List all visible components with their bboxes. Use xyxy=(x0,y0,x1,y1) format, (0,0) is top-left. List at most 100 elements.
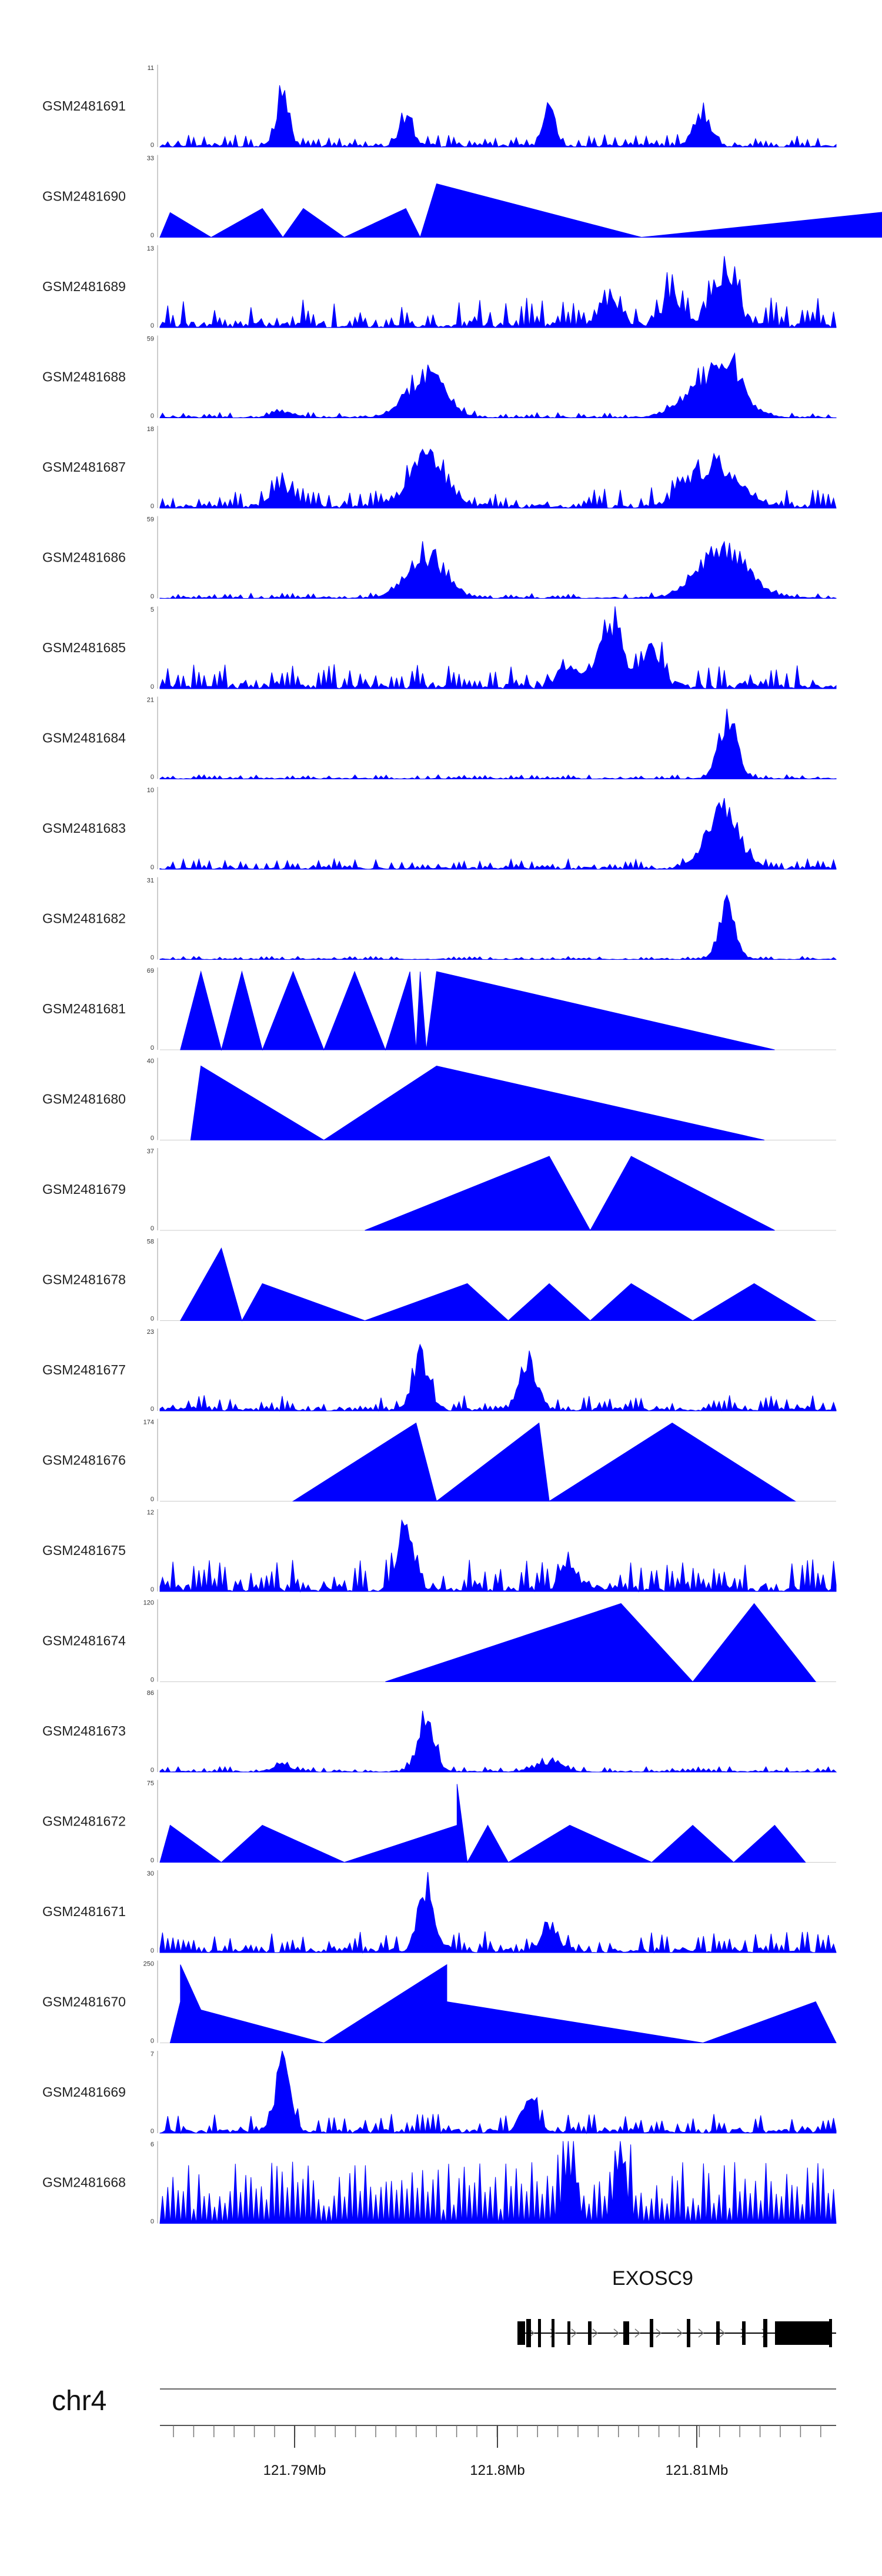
y-max-label: 5 xyxy=(151,606,154,613)
coverage-area xyxy=(159,256,837,329)
track: GSM2481674 120 0 xyxy=(42,1599,836,1684)
y-max-label: 30 xyxy=(147,1870,154,1877)
y-max-label: 75 xyxy=(147,1780,154,1787)
y-min-label: 0 xyxy=(151,232,154,239)
track-label: GSM2481683 xyxy=(42,820,126,836)
y-max-label: 6 xyxy=(151,2141,154,2148)
track-label: GSM2481674 xyxy=(42,1633,126,1649)
track: GSM2481680 40 0 xyxy=(42,1057,836,1142)
y-max-label: 59 xyxy=(147,336,154,343)
track-label: GSM2481676 xyxy=(42,1453,126,1468)
y-min-label: 0 xyxy=(151,1767,154,1774)
track-label: GSM2481691 xyxy=(42,98,126,114)
coverage-area xyxy=(159,1343,837,1412)
strand-arrow xyxy=(592,2328,599,2338)
y-min-label: 0 xyxy=(151,1857,154,1864)
track: GSM2481675 12 0 xyxy=(42,1509,837,1593)
track: GSM2481686 59 0 xyxy=(42,516,837,600)
track: GSM2481671 30 0 xyxy=(42,1870,837,1954)
strand-arrow xyxy=(656,2328,662,2338)
y-min-label: 0 xyxy=(151,413,154,420)
gene-exons xyxy=(517,2319,832,2347)
track-label: GSM2481672 xyxy=(42,1814,126,1829)
track-label: GSM2481689 xyxy=(42,279,126,294)
exon xyxy=(517,2321,525,2345)
y-min-label: 0 xyxy=(151,1316,154,1323)
track: GSM2481689 13 0 xyxy=(42,245,837,329)
genome-axis: chr4 121.79Mb 121.8Mb 121.81Mb xyxy=(52,2385,836,2478)
coverage-area xyxy=(159,606,837,690)
axis-tick-label: 121.8Mb xyxy=(470,2462,524,2478)
exon xyxy=(538,2319,541,2347)
y-max-label: 18 xyxy=(147,426,154,433)
y-min-label: 0 xyxy=(151,955,154,962)
track-label: GSM2481671 xyxy=(42,1904,126,1919)
coverage-area xyxy=(159,1784,806,1864)
coverage-area xyxy=(365,1156,775,1232)
gene-label: EXOSC9 xyxy=(612,2267,693,2290)
exon xyxy=(716,2321,720,2345)
y-min-label: 0 xyxy=(151,683,154,690)
y-max-label: 13 xyxy=(147,245,154,252)
strand-arrow xyxy=(677,2328,683,2338)
strand-arrow xyxy=(613,2328,620,2338)
y-min-label: 0 xyxy=(151,864,154,871)
strand-arrow xyxy=(719,2328,726,2338)
track-label: GSM2481679 xyxy=(42,1182,126,1197)
y-min-label: 0 xyxy=(151,2038,154,2045)
track-label: GSM2481680 xyxy=(42,1092,126,1107)
coverage-area xyxy=(159,448,837,509)
exon xyxy=(552,2319,554,2347)
track-label: GSM2481677 xyxy=(42,1362,126,1377)
exon xyxy=(588,2321,592,2345)
chromosome-label: chr4 xyxy=(52,2385,106,2417)
track: GSM2481685 5 0 xyxy=(42,606,837,690)
coverage-area xyxy=(159,708,837,780)
coverage-area xyxy=(159,798,837,870)
exon xyxy=(742,2321,746,2345)
track: GSM2481681 69 0 xyxy=(42,967,836,1052)
y-min-label: 0 xyxy=(151,1586,154,1593)
track: GSM2481679 37 0 xyxy=(42,1148,836,1232)
track: GSM2481673 86 0 xyxy=(42,1690,837,1774)
track-label: GSM2481668 xyxy=(42,2175,126,2190)
track: GSM2481670 250 0 xyxy=(42,1960,837,2045)
track-label: GSM2481673 xyxy=(42,1723,126,1739)
track: GSM2481669 7 0 xyxy=(42,2050,837,2135)
y-min-label: 0 xyxy=(151,1677,154,1684)
track: GSM2481677 23 0 xyxy=(42,1329,837,1413)
y-max-label: 69 xyxy=(147,967,154,975)
y-min-label: 0 xyxy=(151,322,154,329)
coverage-area xyxy=(159,2050,837,2134)
track: GSM2481690 33 0 xyxy=(42,155,882,239)
coverage-area xyxy=(159,894,837,960)
y-max-label: 10 xyxy=(147,787,154,794)
strand-arrow xyxy=(571,2328,577,2338)
exon xyxy=(763,2319,767,2347)
y-max-label: 7 xyxy=(151,2051,154,2058)
gene-model: EXOSC9 xyxy=(517,2267,836,2347)
track: GSM2481678 58 0 xyxy=(42,1238,836,1323)
y-max-label: 59 xyxy=(147,516,154,523)
track: GSM2481688 59 0 xyxy=(42,335,837,420)
tracks-group: GSM2481691110GSM2481690330GSM2481689130G… xyxy=(42,65,882,2225)
track: GSM2481683 10 0 xyxy=(42,787,837,871)
y-max-label: 58 xyxy=(147,1239,154,1246)
track-label: GSM2481678 xyxy=(42,1272,126,1287)
coverage-area xyxy=(385,1603,817,1683)
y-min-label: 0 xyxy=(151,1225,154,1232)
track: GSM2481676 174 0 xyxy=(42,1419,836,1503)
exon xyxy=(775,2321,829,2345)
track-label: GSM2481685 xyxy=(42,640,126,655)
y-min-label: 0 xyxy=(151,142,154,149)
axis-tick-label: 121.79Mb xyxy=(263,2462,326,2478)
coverage-area xyxy=(180,970,775,1051)
exon xyxy=(687,2319,690,2347)
y-min-label: 0 xyxy=(151,593,154,600)
y-max-label: 120 xyxy=(143,1600,154,1607)
coverage-area xyxy=(179,1247,817,1322)
track-label: GSM2481690 xyxy=(42,189,126,204)
y-min-label: 0 xyxy=(151,1045,154,1052)
exon xyxy=(567,2321,570,2345)
